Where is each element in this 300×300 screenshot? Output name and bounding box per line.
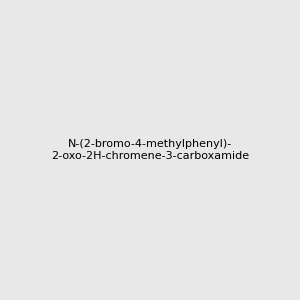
Text: N-(2-bromo-4-methylphenyl)-
2-oxo-2H-chromene-3-carboxamide: N-(2-bromo-4-methylphenyl)- 2-oxo-2H-chr… — [51, 139, 249, 161]
